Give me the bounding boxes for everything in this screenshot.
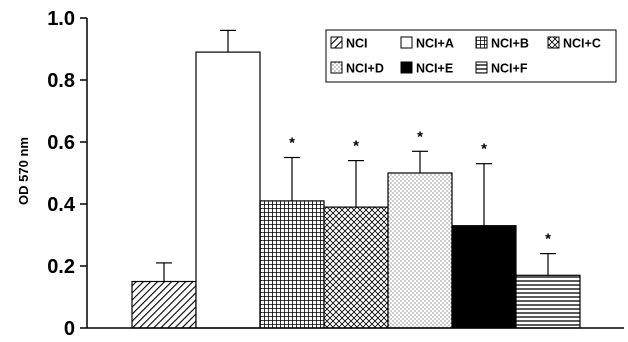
bar-nci-c <box>323 206 389 329</box>
significance-star: * <box>353 138 359 155</box>
legend-label: NCI+D <box>346 62 384 76</box>
bar-nci-b <box>259 200 325 329</box>
legend-swatch <box>330 61 343 74</box>
y-tick-label: 0.8 <box>47 70 75 92</box>
bar-nci <box>131 280 197 329</box>
y-axis: 0 0.2 0.4 0.6 0.8 1.0 <box>47 8 87 340</box>
y-tick-label: 1.0 <box>47 8 75 30</box>
legend-label: NCI+F <box>491 62 528 76</box>
significance-star: * <box>481 141 487 158</box>
legend-swatch <box>547 36 560 49</box>
significance-markers: * * * * * <box>289 128 551 247</box>
significance-star: * <box>417 128 423 145</box>
bar-nci-e <box>451 225 517 329</box>
y-tick-label: 0 <box>64 318 75 340</box>
legend-swatch <box>475 36 488 49</box>
legend: NCI NCI+A NCI+B NCI+C NCI+D NCI+E NCI+F <box>325 29 617 83</box>
legend-label: NCI+B <box>491 37 529 51</box>
y-axis-title: OD 570 nm <box>16 137 31 205</box>
legend-box <box>325 29 617 83</box>
error-bars-group <box>156 29 556 282</box>
bar-nci-f <box>515 274 581 329</box>
legend-label: NCI+C <box>563 37 601 51</box>
legend-swatch <box>330 36 343 49</box>
bar-nci-d <box>387 172 453 329</box>
legend-swatch <box>400 61 413 74</box>
significance-star: * <box>545 231 551 248</box>
legend-swatch <box>475 61 488 74</box>
significance-star: * <box>289 135 295 152</box>
y-tick-label: 0.2 <box>47 256 75 278</box>
bar-nci-a <box>195 51 261 329</box>
y-tick-label: 0.6 <box>47 132 75 154</box>
legend-label: NCI <box>346 37 368 51</box>
y-tick-label: 0.4 <box>47 194 76 216</box>
legend-label: NCI+E <box>416 62 453 76</box>
legend-swatch <box>400 36 413 49</box>
axes <box>86 18 624 329</box>
legend-label: NCI+A <box>416 37 454 51</box>
